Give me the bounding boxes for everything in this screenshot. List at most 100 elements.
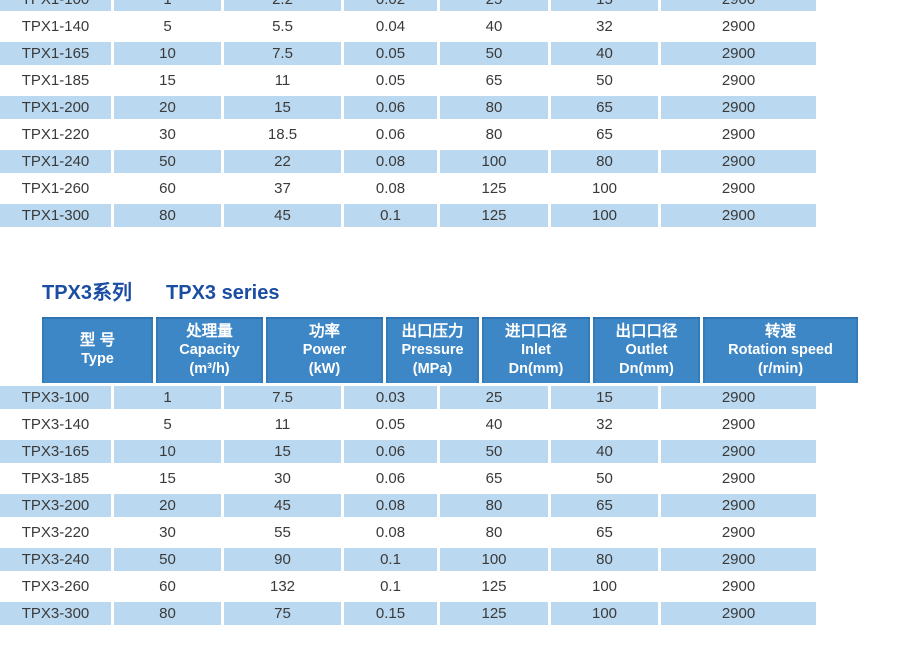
cell-capacity: 30 <box>159 126 176 143</box>
cell-capacity: 15 <box>159 72 176 89</box>
cell-type: TPX3-200 <box>0 494 111 517</box>
header-col-type: 型 号 Type <box>42 317 153 383</box>
cell-capacity: 60 <box>159 578 176 595</box>
cell-power: 55 <box>274 524 291 541</box>
cell-capacity: 10 <box>114 440 221 463</box>
tpx3-table-body: TPX3-100 1 7.5 0.03 25 15 2900 TPX3-140 5 11 0.05 4… <box>0 384 900 627</box>
header-line: Pressure <box>401 341 464 358</box>
tpx1-table-row: TPX1-260 60 37 0.08 125 100 2900 <box>0 175 900 202</box>
cell-rotation-speed: 2900 <box>661 494 816 517</box>
cell-power: 7.5 <box>224 386 341 409</box>
tpx1-table-row: TPX1-200 20 15 0.06 80 65 2900 <box>0 94 900 121</box>
cell-type: TPX1-220 <box>21 126 90 143</box>
cell-capacity: 5 <box>163 18 172 35</box>
cell-power: 11 <box>274 72 291 89</box>
cell-pressure: 0.1 <box>344 548 437 571</box>
cell-inlet: 50 <box>440 42 548 65</box>
cell-pressure: 0.02 <box>344 0 437 11</box>
cell-inlet: 80 <box>440 96 548 119</box>
cell-pressure: 0.06 <box>344 96 437 119</box>
cell-outlet: 40 <box>551 42 658 65</box>
cell-power: 37 <box>274 180 291 197</box>
cell-type: TPX1-200 <box>0 96 111 119</box>
cell-rotation-speed: 2900 <box>661 96 816 119</box>
cell-capacity: 10 <box>114 42 221 65</box>
cell-inlet: 40 <box>485 416 503 433</box>
cell-rotation-speed: 2900 <box>721 180 756 197</box>
header-line: 型 号 <box>79 332 116 349</box>
tpx1-table-row: TPX1-300 80 45 0.1 125 100 2900 <box>0 202 900 229</box>
cell-outlet: 100 <box>551 204 658 227</box>
cell-rotation-speed: 2900 <box>721 18 756 35</box>
cell-power: 7.5 <box>224 42 341 65</box>
tpx3-table-row: TPX3-220 30 55 0.08 80 65 2900 <box>0 519 900 546</box>
cell-rotation-speed: 2900 <box>661 0 816 11</box>
cell-type: TPX1-165 <box>0 42 111 65</box>
header-line: Rotation speed <box>728 341 833 358</box>
cell-pressure: 0.08 <box>344 150 437 173</box>
cell-outlet: 80 <box>551 150 658 173</box>
cell-power: 75 <box>224 602 341 625</box>
header-line: Dn(mm) <box>619 360 674 377</box>
cell-outlet: 50 <box>596 470 613 487</box>
cell-power: 2.2 <box>224 0 341 11</box>
tpx1-table-row: TPX1-140 5 5.5 0.04 40 32 2900 <box>0 13 900 40</box>
tpx3-section-heading: TPX3系列 TPX3 series <box>42 281 900 305</box>
header-line: (r/min) <box>757 360 804 377</box>
tpx3-table-header: 型 号 Type 处理量 Capacity (m³/h) 功率 Power (kW) 出口压力 P… <box>42 317 858 383</box>
header-col-inlet: 进口口径 Inlet Dn(mm) <box>482 317 590 383</box>
cell-inlet: 100 <box>440 150 548 173</box>
tpx1-table-row: TPX1-220 30 18.5 0.06 80 65 2900 <box>0 121 900 148</box>
cell-type: TPX1-260 <box>21 180 90 197</box>
cell-pressure: 0.05 <box>375 416 406 433</box>
cell-inlet: 65 <box>485 470 503 487</box>
cell-inlet: 125 <box>440 602 548 625</box>
header-line: Power <box>302 341 347 358</box>
cell-pressure: 0.06 <box>344 440 437 463</box>
cell-rotation-speed: 2900 <box>661 150 816 173</box>
cell-rotation-speed: 2900 <box>661 386 816 409</box>
cell-pressure: 0.06 <box>375 126 406 143</box>
cell-inlet: 80 <box>485 524 503 541</box>
cell-capacity: 50 <box>114 150 221 173</box>
cell-power: 90 <box>224 548 341 571</box>
cell-power: 45 <box>224 204 341 227</box>
cell-pressure: 0.08 <box>375 180 406 197</box>
tpx1-table-row: TPX1-165 10 7.5 0.05 50 40 2900 <box>0 40 900 67</box>
header-col-rotation-speed: 转速 Rotation speed (r/min) <box>703 317 858 383</box>
cell-outlet: 100 <box>591 180 618 197</box>
header-line: Dn(mm) <box>508 360 564 377</box>
cell-outlet: 15 <box>551 386 658 409</box>
header-line: Outlet <box>625 341 668 358</box>
cell-rotation-speed: 2900 <box>661 204 816 227</box>
cell-type: TPX3-140 <box>21 416 90 433</box>
cell-type: TPX3-260 <box>21 578 90 595</box>
cell-power: 30 <box>274 470 291 487</box>
cell-rotation-speed: 2900 <box>661 602 816 625</box>
cell-inlet: 80 <box>485 126 503 143</box>
cell-rotation-speed: 2900 <box>721 126 756 143</box>
cell-inlet: 100 <box>440 548 548 571</box>
cell-outlet: 65 <box>596 524 613 541</box>
cell-outlet: 65 <box>551 96 658 119</box>
cell-capacity: 60 <box>159 180 176 197</box>
cell-capacity: 20 <box>114 96 221 119</box>
cell-power: 11 <box>274 416 291 433</box>
tpx1-table-row: TPX1-240 50 22 0.08 100 80 2900 <box>0 148 900 175</box>
cell-pressure: 0.15 <box>344 602 437 625</box>
cell-power: 22 <box>224 150 341 173</box>
tpx3-table-row: TPX3-240 50 90 0.1 100 80 2900 <box>0 546 900 573</box>
header-line: Inlet <box>521 341 551 358</box>
cell-outlet: 15 <box>551 0 658 11</box>
cell-type: TPX1-100 <box>0 0 111 11</box>
cell-rotation-speed: 2900 <box>721 470 756 487</box>
tpx1-table: TPX1-10012.20.0225152900TPX1-14055.50.04… <box>0 0 900 229</box>
cell-rotation-speed: 2900 <box>661 42 816 65</box>
cell-rotation-speed: 2900 <box>721 578 756 595</box>
cell-pressure: 0.1 <box>380 578 401 595</box>
tpx3-table-row: TPX3-100 1 7.5 0.03 25 15 2900 <box>0 384 900 411</box>
header-col-power: 功率 Power (kW) <box>266 317 383 383</box>
tpx3-table-row: TPX3-165 10 15 0.06 50 40 2900 <box>0 438 900 465</box>
header-line: 转速 <box>764 322 796 340</box>
